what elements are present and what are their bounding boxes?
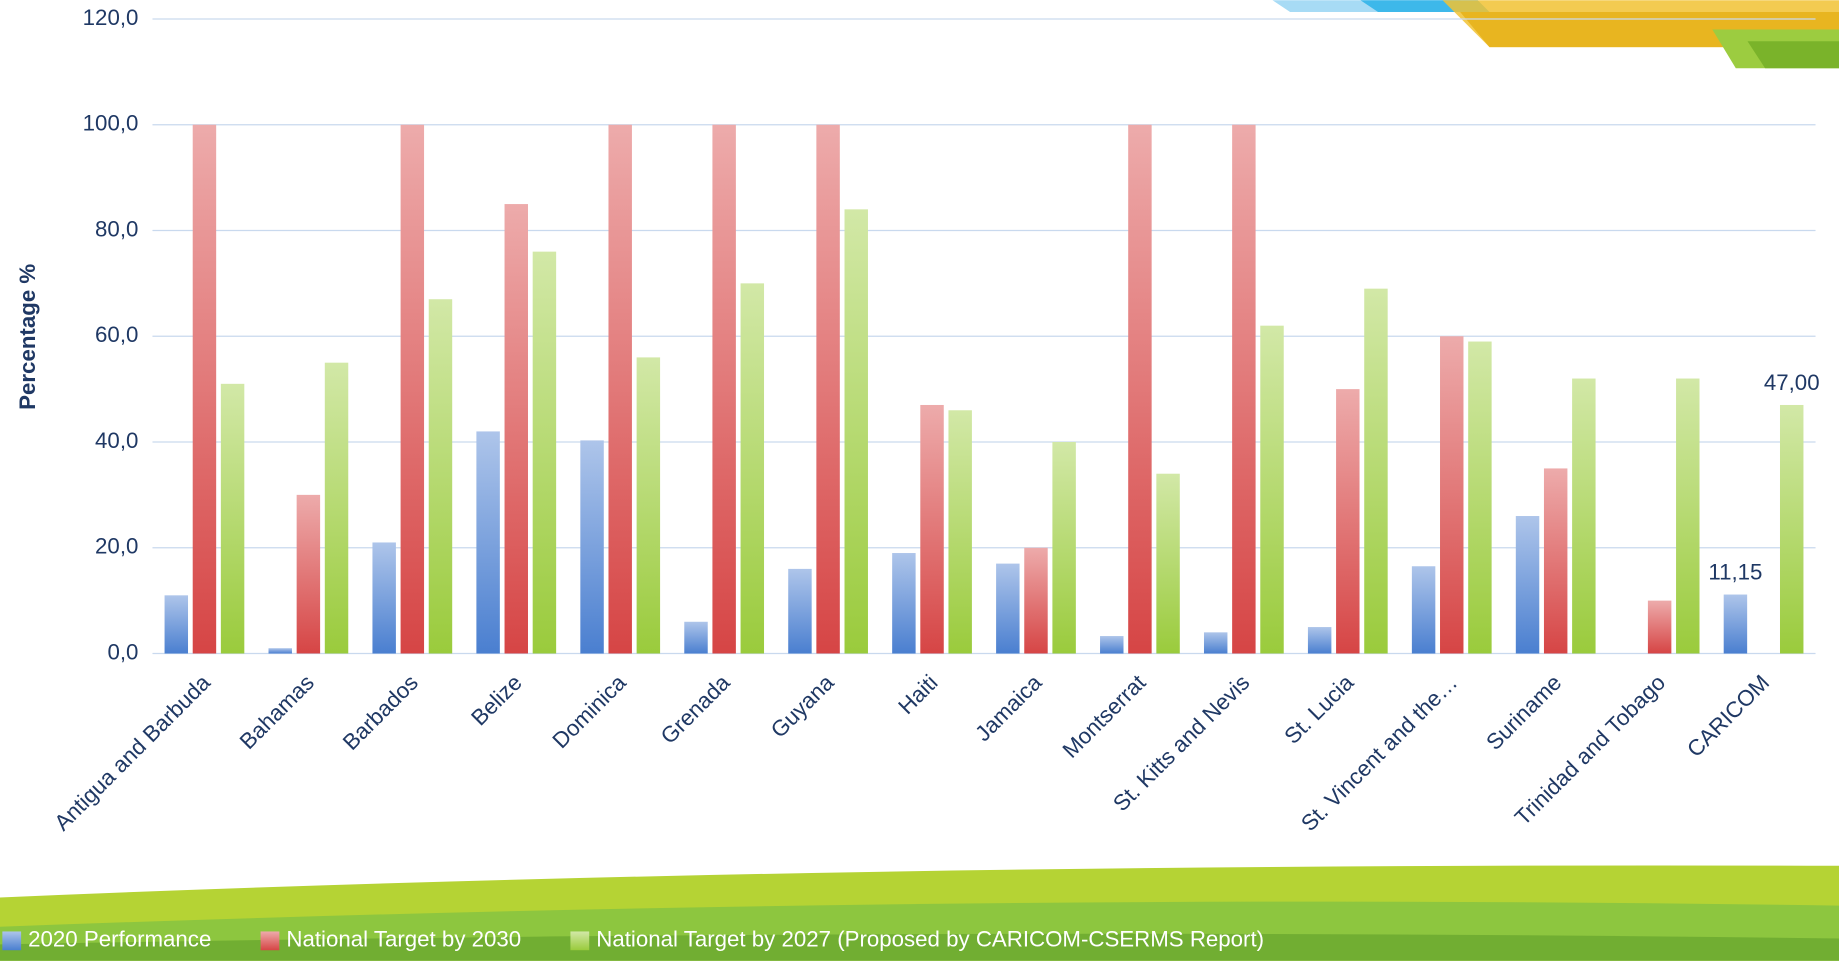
x-tick-label: Bahamas [235, 670, 319, 754]
bar [1260, 326, 1283, 654]
y-tick-label: 0,0 [107, 639, 138, 664]
bar [1516, 516, 1539, 653]
bar [892, 553, 915, 653]
legend-label: National Target by 2027 (Proposed by CAR… [596, 927, 1264, 952]
y-tick-label: 40,0 [95, 428, 138, 453]
bar [1440, 336, 1463, 653]
x-tick-label: Haiti [893, 670, 942, 719]
x-tick-label: Guyana [766, 669, 839, 742]
bar [741, 283, 764, 653]
bar [1364, 289, 1387, 654]
bar [845, 209, 868, 653]
legend-label: National Target by 2030 [286, 927, 521, 952]
data-label: 11,15 [1708, 559, 1762, 584]
bar [1724, 595, 1747, 654]
x-tick-label: Suriname [1481, 670, 1566, 755]
bar [637, 357, 660, 653]
x-tick-label: Dominica [547, 669, 631, 753]
bar [1780, 405, 1803, 654]
bar [948, 410, 971, 653]
bar [1204, 632, 1227, 653]
bar [221, 384, 244, 654]
x-tick-label: St. Lucia [1279, 669, 1358, 748]
bar [325, 363, 348, 654]
bar [297, 495, 320, 654]
bar [476, 431, 499, 653]
y-tick-label: 120,0 [83, 5, 139, 30]
bar [788, 569, 811, 654]
bar [1308, 627, 1331, 653]
bar [1412, 566, 1435, 653]
bar [920, 405, 943, 654]
bar [372, 542, 395, 653]
bar [712, 125, 735, 654]
bar [533, 252, 556, 654]
legend-label: 2020 Performance [28, 927, 211, 952]
bar [996, 564, 1019, 654]
y-tick-label: 80,0 [95, 216, 138, 241]
x-tick-label: Montserrat [1058, 669, 1151, 762]
x-tick-label: CARICOM [1682, 670, 1774, 762]
bar [580, 440, 603, 653]
chart: Percentage % 0,0 20,0 40,0 60,0 80,0 100,0 120… [0, 0, 1839, 961]
bar [1052, 442, 1075, 654]
legend-swatch [570, 931, 589, 950]
bar [401, 125, 424, 654]
x-tick-label: Antigua and Barbuda [49, 669, 215, 835]
bar [684, 622, 707, 654]
bar [193, 125, 216, 654]
bar [1676, 379, 1699, 654]
bar [165, 595, 188, 653]
bar [816, 125, 839, 654]
bar [429, 299, 452, 653]
bar [1156, 474, 1179, 654]
bar [1468, 342, 1491, 654]
bar [1336, 389, 1359, 653]
y-tick-label: 20,0 [95, 534, 138, 559]
legend-swatch [261, 931, 280, 950]
y-axis-label: Percentage % [15, 264, 40, 410]
bar [505, 204, 528, 653]
bar [1128, 125, 1151, 654]
data-label: 47,00 [1764, 370, 1820, 395]
bar [1024, 548, 1047, 654]
x-tick-label: Grenada [656, 669, 735, 748]
top-ribbons [1273, 0, 1839, 68]
y-tick-label: 60,0 [95, 322, 138, 347]
legend-swatch [2, 931, 21, 950]
y-tick-label: 100,0 [83, 111, 139, 136]
bar [1544, 468, 1567, 653]
x-tick-label: Belize [466, 670, 527, 731]
bar [1232, 125, 1255, 654]
x-tick-label: Barbados [338, 670, 423, 755]
bar [608, 125, 631, 654]
x-tick-label: Jamaica [970, 669, 1047, 746]
bar [1648, 601, 1671, 654]
bar [1100, 636, 1123, 653]
bar [269, 648, 292, 653]
bar [1572, 379, 1595, 654]
